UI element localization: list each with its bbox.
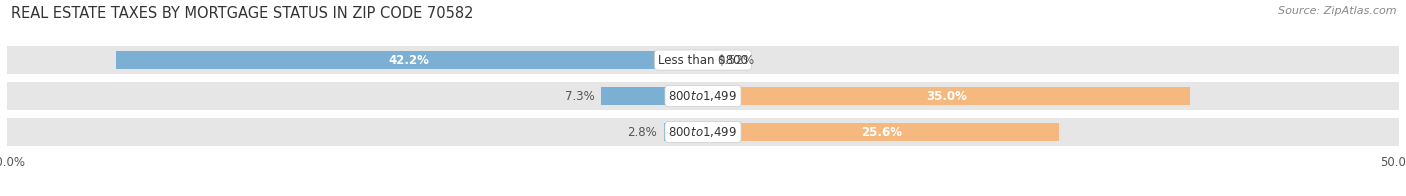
Text: 2.8%: 2.8% [627,125,657,139]
Bar [115,51,703,69]
Bar [703,51,710,69]
Bar [602,87,703,105]
Bar [664,123,703,141]
Bar [7,82,1399,110]
Text: Source: ZipAtlas.com: Source: ZipAtlas.com [1278,6,1396,16]
Bar [7,46,1399,74]
Text: 35.0%: 35.0% [927,90,967,103]
Text: 7.3%: 7.3% [565,90,595,103]
Text: $800 to $1,499: $800 to $1,499 [668,125,738,139]
Text: $800 to $1,499: $800 to $1,499 [668,89,738,103]
Text: 25.6%: 25.6% [860,125,901,139]
Bar [703,123,1059,141]
Text: 42.2%: 42.2% [389,54,430,67]
Text: 0.52%: 0.52% [717,54,755,67]
Bar [7,118,1399,146]
Bar [703,87,1191,105]
Text: Less than $800: Less than $800 [658,54,748,67]
Text: REAL ESTATE TAXES BY MORTGAGE STATUS IN ZIP CODE 70582: REAL ESTATE TAXES BY MORTGAGE STATUS IN … [11,6,474,21]
